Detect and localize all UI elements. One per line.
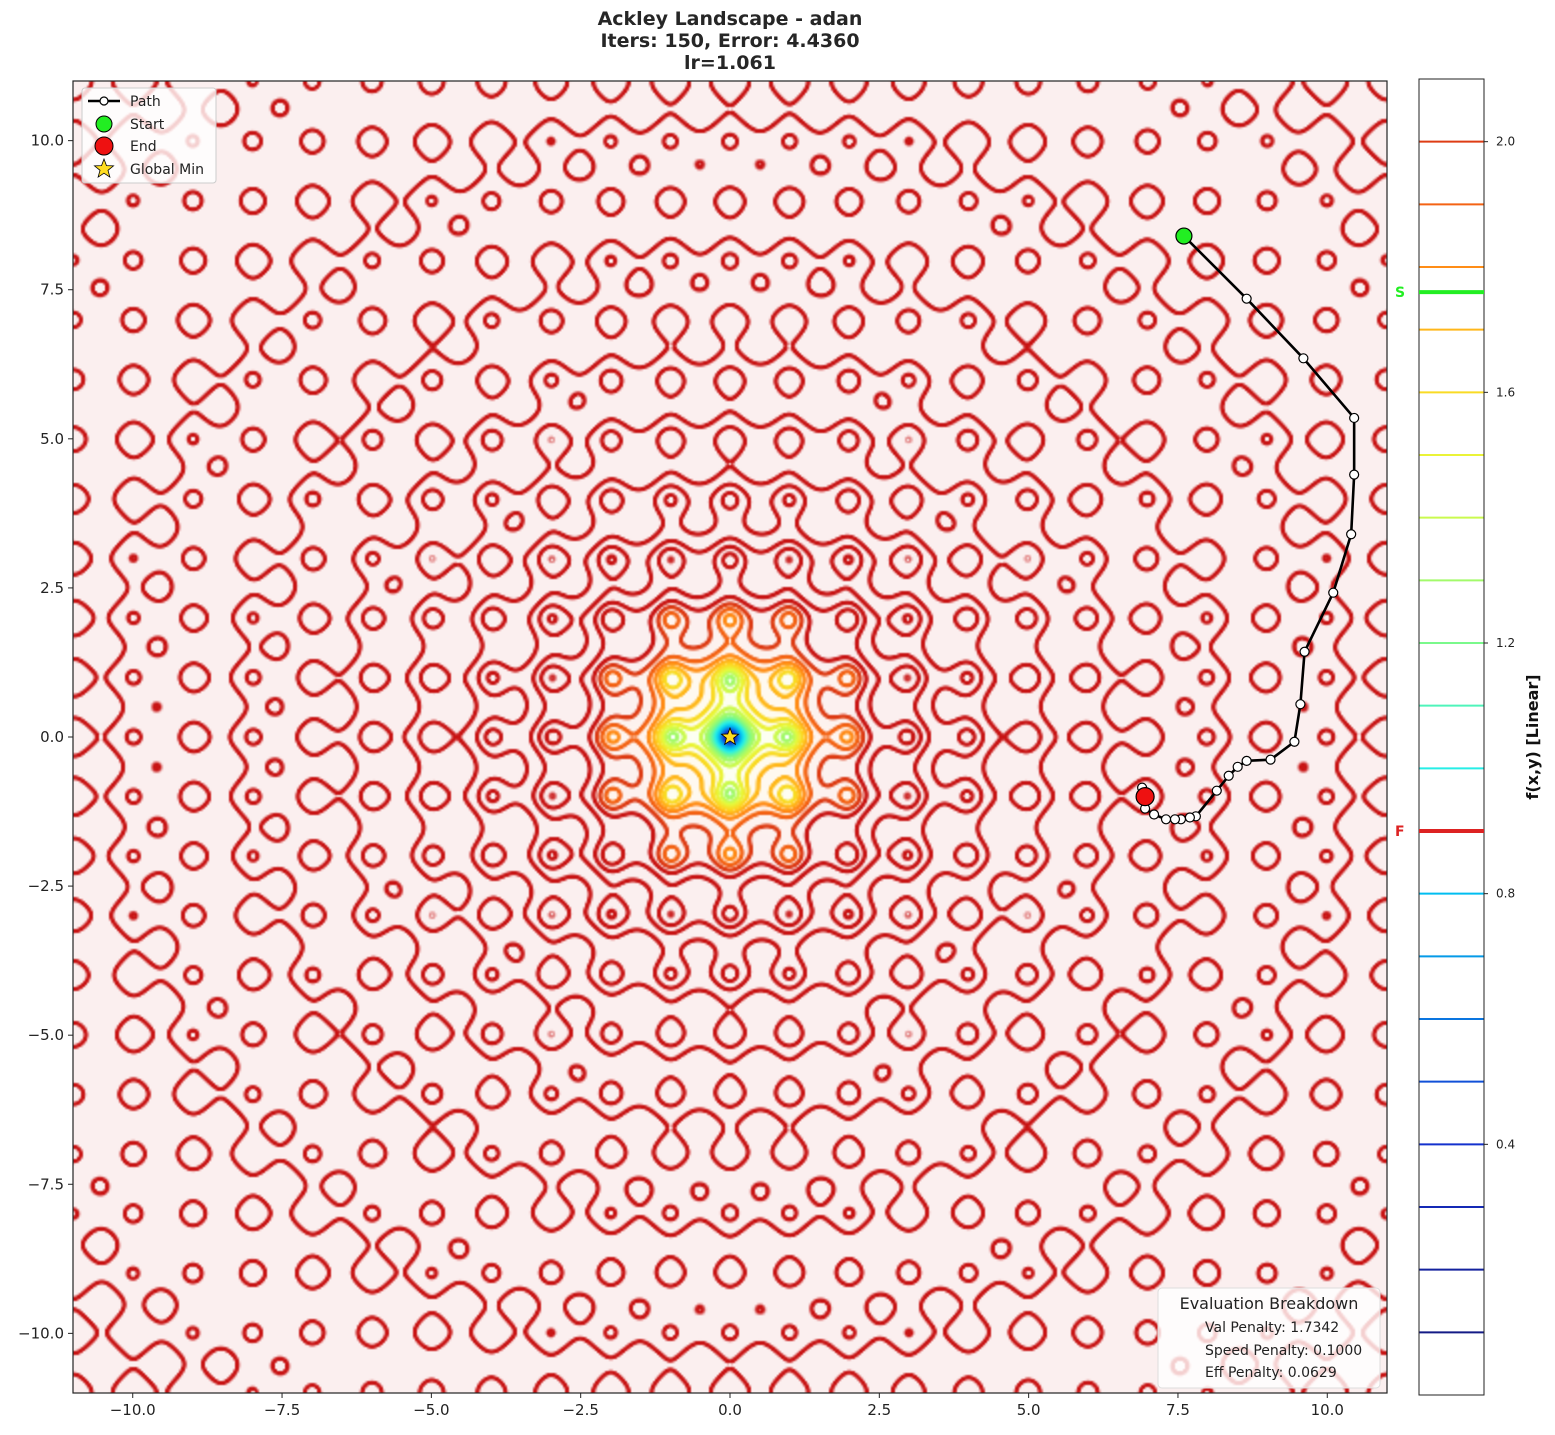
colorbar-tick-label: 1.6 xyxy=(1496,385,1515,399)
colorbar-end-marker-label: F xyxy=(1395,824,1405,840)
colorbar-tick-label: 2.0 xyxy=(1496,135,1515,149)
path-point xyxy=(1289,736,1300,747)
path-point xyxy=(1211,785,1222,796)
legend: Path Start End Global Min xyxy=(81,87,217,184)
evaluation-breakdown-title: Evaluation Breakdown xyxy=(1180,1294,1359,1313)
y-tick-label: 0.0 xyxy=(40,728,64,746)
path-point xyxy=(1241,293,1252,304)
x-tick-label: 2.5 xyxy=(867,1401,891,1419)
y-tick-label: 2.5 xyxy=(40,579,64,597)
global-min-star-icon xyxy=(720,726,740,746)
x-tick-label: −10.0 xyxy=(110,1401,156,1419)
path-point xyxy=(1265,754,1276,765)
y-tick-label: 5.0 xyxy=(40,430,64,448)
y-tick-label: 7.5 xyxy=(40,281,64,299)
path-point xyxy=(1349,469,1360,480)
optimizer-path xyxy=(720,227,1360,825)
x-tick-label: −7.5 xyxy=(264,1401,300,1419)
x-tick-label: 10.0 xyxy=(1311,1401,1344,1419)
y-tick-label: −2.5 xyxy=(28,877,64,895)
colorbar-tick-label: 1.2 xyxy=(1496,636,1515,650)
x-tick-label: 0.0 xyxy=(718,1401,742,1419)
y-tick-label: −7.5 xyxy=(28,1175,64,1193)
end-point xyxy=(1135,787,1155,807)
chart-title: Ackley Landscape - adan Iters: 150, Erro… xyxy=(73,8,1387,74)
x-tick-label: 7.5 xyxy=(1166,1401,1190,1419)
colorbar-tick-label: 0.4 xyxy=(1496,1137,1515,1151)
path-point xyxy=(1148,809,1160,820)
speed-penalty-text: Speed Penalty: 0.1000 xyxy=(1205,1343,1362,1359)
x-tick-label: −5.0 xyxy=(413,1401,449,1419)
eff-penalty-text: Eff Penalty: 0.0629 xyxy=(1205,1365,1337,1381)
y-axis: −10.0 −7.5 −5.0 −2.5 0.0 2.5 5.0 7.5 10.0 xyxy=(18,132,73,1342)
colorbar-start-marker-label: S xyxy=(1395,285,1405,301)
path-point xyxy=(1169,814,1181,825)
path-point xyxy=(1346,529,1357,540)
chart-title-line-2: Iters: 150, Error: 4.4360 xyxy=(600,30,860,52)
legend-label-path: Path xyxy=(130,94,161,110)
colorbar: 0.4 0.8 1.2 1.6 2.0 S F f(x,y) [Linear] xyxy=(1395,78,1542,1396)
path-point xyxy=(1160,814,1172,825)
path-point xyxy=(1295,699,1306,710)
x-tick-label: −2.5 xyxy=(562,1401,598,1419)
colorbar-background xyxy=(1419,79,1484,1395)
path-point xyxy=(1328,587,1339,598)
val-penalty-text: Val Penalty: 1.7342 xyxy=(1205,1320,1339,1336)
y-tick-label: −5.0 xyxy=(28,1026,64,1044)
legend-label-global-min: Global Min xyxy=(130,162,204,178)
evaluation-breakdown-background xyxy=(1157,1287,1381,1389)
evaluation-breakdown-box: Evaluation Breakdown Val Penalty: 1.7342… xyxy=(1157,1287,1381,1389)
path-point xyxy=(1241,755,1252,766)
x-axis: −10.0 −7.5 −5.0 −2.5 0.0 2.5 5.0 7.5 10.0 xyxy=(110,1393,1344,1419)
legend-global-min-star-icon xyxy=(93,157,115,179)
start-point xyxy=(1175,227,1193,245)
chart-title-line-3: lr=1.061 xyxy=(684,52,776,74)
legend-box xyxy=(81,87,217,184)
legend-label-start: Start xyxy=(130,117,165,133)
x-tick-label: 5.0 xyxy=(1017,1401,1041,1419)
colorbar-tick-label: 0.8 xyxy=(1496,887,1515,901)
legend-label-end: End xyxy=(130,139,157,155)
path-point xyxy=(1349,412,1360,424)
legend-path-marker xyxy=(99,96,109,106)
chart-title-line-1: Ackley Landscape - adan xyxy=(597,8,863,30)
path-point xyxy=(1223,770,1234,781)
colorbar-axis-label: f(x,y) [Linear] xyxy=(1523,674,1542,799)
path-point xyxy=(1299,646,1310,657)
y-tick-label: −10.0 xyxy=(18,1324,64,1342)
colorbar-frame xyxy=(1418,78,1485,1396)
path-point xyxy=(1232,761,1243,772)
path-point xyxy=(1184,812,1196,823)
legend-end-marker xyxy=(94,136,114,156)
path-point xyxy=(1298,353,1309,364)
y-tick-label: 10.0 xyxy=(31,132,64,150)
legend-start-marker xyxy=(95,115,113,133)
